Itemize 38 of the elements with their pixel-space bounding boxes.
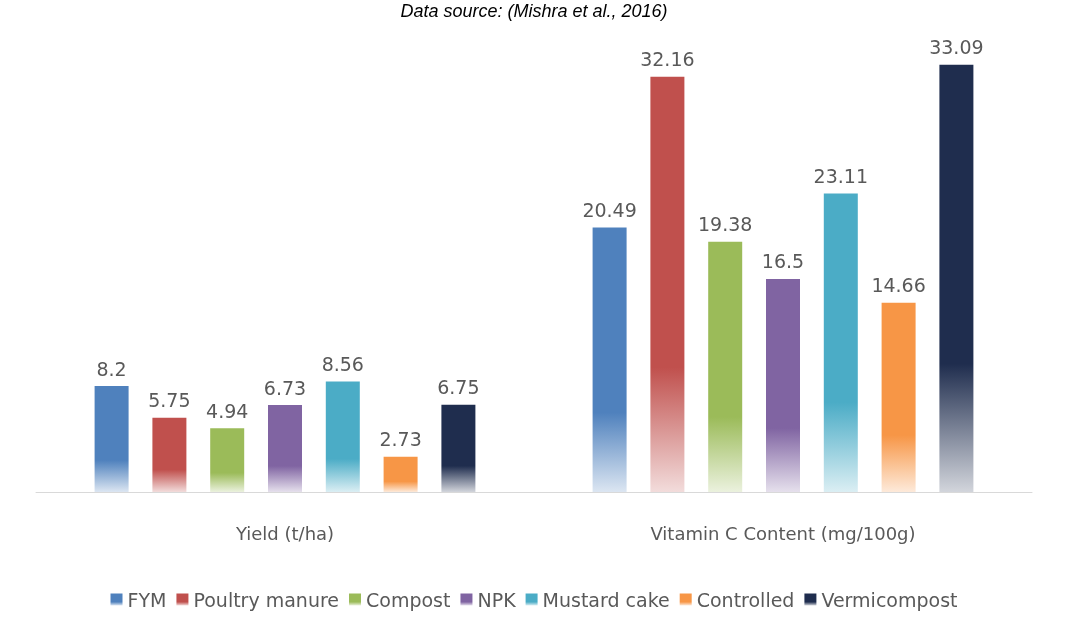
- legend-label: FYM: [127, 588, 167, 611]
- bar: [152, 417, 187, 492]
- bar: [441, 404, 476, 492]
- bar: [766, 278, 800, 492]
- x-tick-label: Yield (t/ha): [234, 522, 335, 544]
- legend-label: Compost: [366, 588, 451, 611]
- bar: [939, 64, 974, 492]
- data-label: 20.49: [582, 198, 637, 221]
- data-label: 14.66: [871, 274, 926, 297]
- bar: [650, 76, 685, 492]
- data-label: 5.75: [148, 389, 191, 412]
- bar: [708, 241, 743, 492]
- data-label: 33.09: [929, 36, 984, 59]
- bar: [268, 405, 302, 492]
- bar: [592, 227, 627, 492]
- legend-label: Mustard cake: [542, 588, 670, 611]
- bar: [325, 381, 360, 492]
- bar: [383, 456, 418, 492]
- data-label: 16.5: [761, 250, 805, 273]
- bar: [210, 428, 245, 492]
- data-label: 2.73: [379, 428, 422, 451]
- data-label: 19.38: [698, 213, 753, 236]
- bar: [823, 193, 858, 492]
- data-label: 8.56: [321, 352, 364, 375]
- data-label: 8.2: [96, 357, 127, 380]
- legend-label: NPK: [477, 588, 517, 611]
- x-tick-label: Vitamin C Content (mg/100g): [650, 522, 916, 544]
- data-label: 4.94: [206, 399, 249, 422]
- source-note: Data source: (Mishra et al., 2016): [400, 1, 668, 21]
- data-label: 6.75: [437, 376, 480, 399]
- bar: [94, 386, 129, 492]
- data-label: 32.16: [640, 48, 695, 71]
- data-label: 23.11: [813, 165, 868, 188]
- legend-label: Poultry manure: [193, 588, 340, 611]
- legend-label: Controlled: [696, 588, 795, 611]
- data-label: 6.73: [263, 376, 307, 399]
- bar: [881, 302, 916, 492]
- legend-label: Vermicompost: [821, 588, 958, 611]
